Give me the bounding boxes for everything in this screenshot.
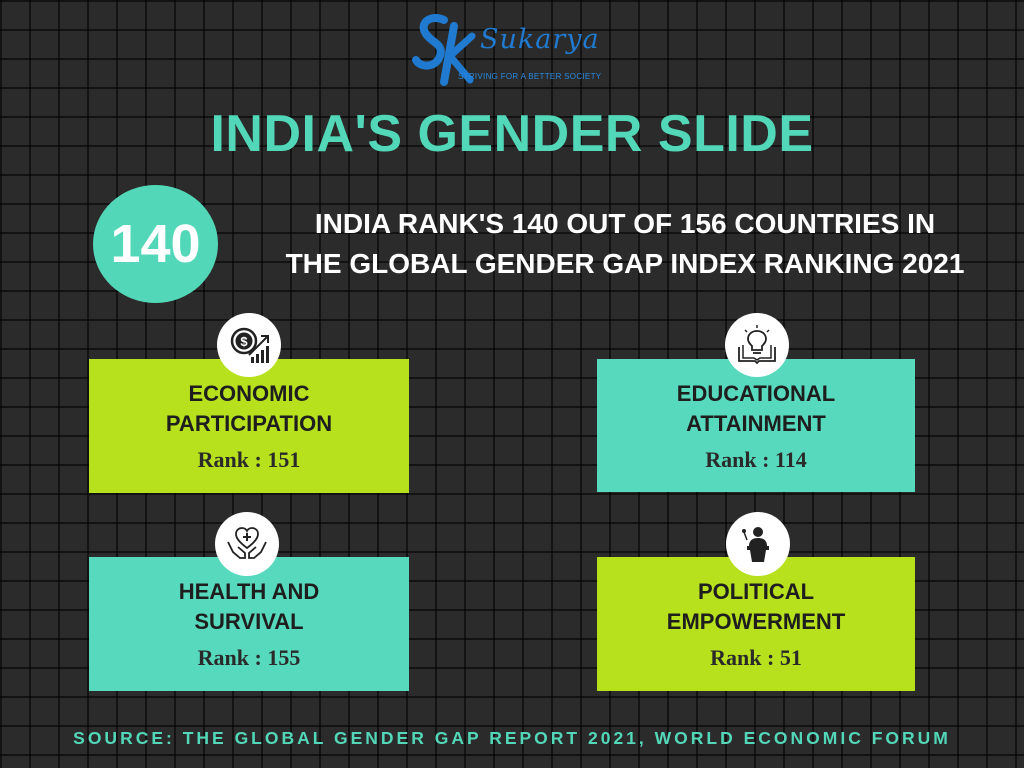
economic-participation-card: ECONOMIC PARTICIPATION Rank : 151 (89, 359, 409, 493)
source-footer: SOURCE: THE GLOBAL GENDER GAP REPORT 202… (73, 728, 951, 748)
card-title-line-2: SURVIVAL (194, 609, 304, 634)
card-title-line-1: POLITICAL (697, 579, 815, 604)
book-bulb-icon (725, 313, 789, 377)
card-title-line-1: HEALTH AND (178, 579, 320, 604)
educational-attainment-card: EDUCATIONAL ATTAINMENT Rank : 114 (597, 359, 915, 492)
headline: INDIA RANK'S 140 OUT OF 156 COUNTRIES IN… (265, 204, 985, 284)
svg-text:$: $ (240, 334, 248, 349)
card-title-line-2: ATTAINMENT (686, 410, 826, 436)
card-title: EDUCATIONAL ATTAINMENT (677, 379, 835, 439)
card-title-line-2: EMPOWERMENT (666, 609, 846, 634)
card-title: ECONOMIC PARTICIPATION (166, 379, 332, 439)
card-title-line-1: EDUCATIONAL (676, 380, 836, 406)
card-rank: Rank : 51 (710, 645, 802, 670)
overall-rank-badge: 140 (93, 185, 218, 303)
card-title: POLITICAL EMPOWERMENT (667, 577, 845, 637)
headline-line-2: THE GLOBAL GENDER GAP INDEX RANKING 2021 (285, 248, 965, 279)
card-rank: Rank : 155 (197, 645, 301, 670)
brand-tagline: STRIVING FOR A BETTER SOCIETY (458, 72, 602, 81)
dollar-growth-icon: $ (217, 313, 281, 377)
heart-hands-icon (215, 512, 279, 576)
page-title: INDIA'S GENDER SLIDE (210, 105, 814, 163)
card-title: HEALTH AND SURVIVAL (179, 577, 320, 637)
card-title-line-2: PARTICIPATION (165, 411, 333, 436)
brand-name: Sukarya (480, 24, 600, 55)
card-rank: Rank : 151 (197, 447, 301, 472)
headline-line-1: INDIA RANK'S 140 OUT OF 156 COUNTRIES IN (314, 208, 936, 239)
podium-speaker-icon (726, 512, 790, 576)
political-empowerment-card: POLITICAL EMPOWERMENT Rank : 51 (597, 557, 915, 691)
card-rank: Rank : 114 (705, 446, 807, 472)
health-and-survival-card: HEALTH AND SURVIVAL Rank : 155 (89, 557, 409, 691)
card-title-line-1: ECONOMIC (188, 381, 310, 406)
overall-rank-value: 140 (110, 214, 201, 274)
sk-monogram-icon (412, 13, 476, 86)
sukarya-logo: Sukarya STRIVING FOR A BETTER SOCIETY (410, 10, 620, 90)
